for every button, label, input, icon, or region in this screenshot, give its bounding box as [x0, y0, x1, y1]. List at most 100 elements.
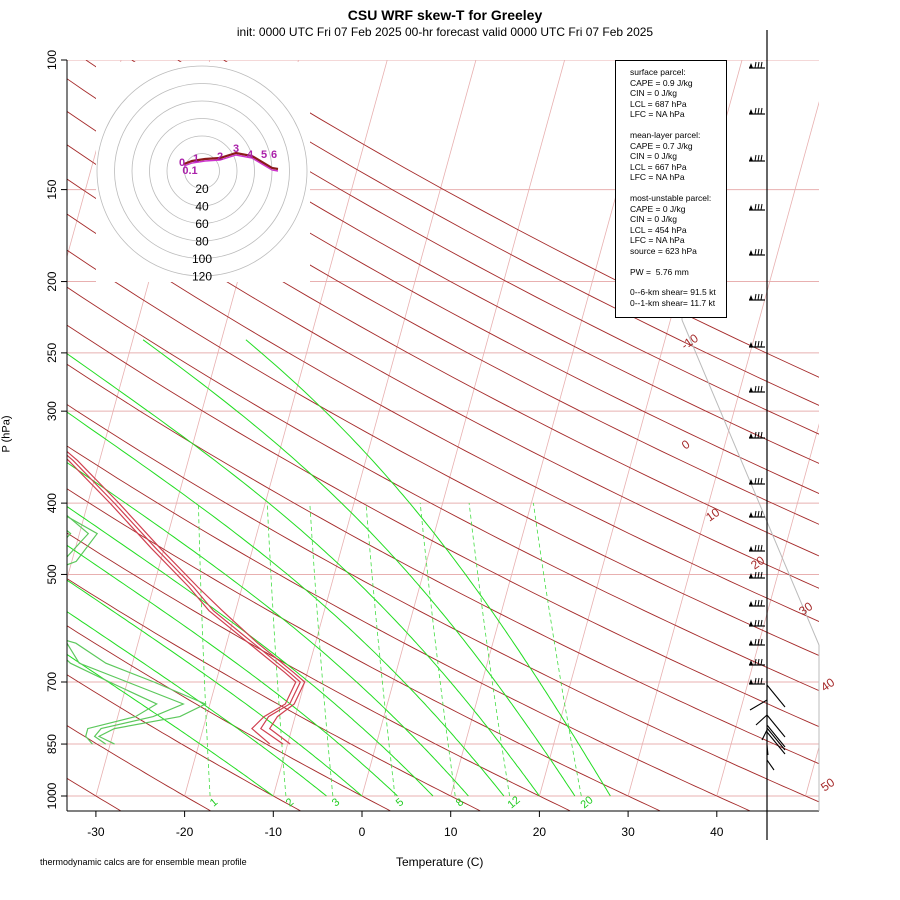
y-tick-label: 500 [45, 564, 59, 584]
moist-adiabat [67, 579, 363, 797]
x-tick-label: 20 [533, 825, 547, 839]
x-tick-label: 0 [359, 825, 366, 839]
wind-barb [749, 510, 765, 518]
wind-barb-feather [757, 477, 760, 485]
wind-barb-low [766, 744, 769, 756]
info-line: CAPE = 0 J/kg [630, 203, 686, 214]
moist-adiabat [67, 653, 274, 797]
wind-barb [749, 203, 765, 211]
wind-barb [749, 340, 765, 348]
hodograph-ring [184, 153, 220, 189]
mixing-ratio-label: 3 [330, 796, 342, 809]
chart-subtitle: init: 0000 UTC Fri 07 Feb 2025 00-hr for… [236, 25, 654, 39]
wind-barb-feather [760, 544, 763, 552]
dry-adiabat [67, 144, 819, 557]
wind-barb [749, 619, 765, 627]
wind-barb-low [766, 727, 786, 751]
x-tick-label: -20 [176, 825, 194, 839]
wind-barb [749, 385, 765, 393]
dry-adiabat [67, 286, 819, 692]
wind-barb-feather [760, 677, 763, 685]
isotherm-label: 50 [818, 775, 837, 794]
wind-barb [749, 431, 765, 439]
moist-adiabat [245, 339, 611, 797]
wind-barb-flag [749, 601, 753, 606]
dewpoint-profile-line [67, 529, 158, 745]
mixing-ratio-label: 5 [394, 796, 406, 809]
wind-barb-feather [757, 619, 760, 627]
info-line: CIN = 0 J/kg [630, 214, 678, 225]
wind-barb-feather [754, 203, 757, 211]
wind-barb-feather [757, 544, 760, 552]
dry-adiabat [131, 60, 819, 435]
y-tick-label: 250 [45, 343, 59, 363]
wind-barb [749, 61, 765, 69]
wind-barb-feather [757, 658, 760, 666]
wind-barb-feather [760, 340, 763, 348]
wind-barb-feather [760, 61, 763, 69]
wind-barb-feather [754, 248, 757, 256]
y-tick-label: 150 [45, 179, 59, 199]
dry-adiabat [67, 725, 212, 811]
wind-barb-feather [757, 61, 760, 69]
dry-adiabat [67, 445, 752, 811]
info-line: CAPE = 0.7 J/kg [630, 140, 693, 151]
info-line: LCL = 454 hPa [630, 224, 687, 235]
info-line: 0--6-km shear= 91.5 kt [630, 287, 716, 298]
hodograph-point-label: 2 [217, 151, 223, 163]
hodograph-ring-label: 60 [195, 217, 209, 231]
chart-title: CSU WRF skew-T for Greeley [347, 7, 543, 23]
wind-barb-feather [760, 477, 763, 485]
y-tick-label: 200 [45, 271, 59, 291]
footer-note: thermodynamic calcs are for ensemble mea… [40, 857, 247, 867]
isotherm-line [627, 101, 819, 797]
mixing-ratio-label: 12 [506, 794, 523, 811]
info-line: LFC = NA hPa [630, 235, 685, 246]
dry-adiabat [67, 363, 819, 765]
isotherm-line [716, 423, 819, 797]
mixing-ratio-line [198, 503, 211, 797]
isotherm-line [67, 60, 122, 259]
wind-barb-feather [754, 154, 757, 162]
y-tick-label: 400 [45, 493, 59, 513]
thermodynamic-info-box: surface parcel: CAPE = 0.9 J/kg CIN = 0 J/… [615, 60, 727, 318]
moist-adiabat [67, 505, 434, 797]
y-tick-label: 300 [45, 401, 59, 421]
info-line: CIN = 0 J/kg [630, 88, 678, 99]
hodograph-ring [96, 65, 308, 277]
temperature-profile-line [67, 458, 297, 745]
dry-adiabat [67, 110, 819, 525]
wind-barb-flag [749, 660, 753, 665]
y-tick-label: 100 [45, 50, 59, 70]
wind-barb-flag [749, 546, 753, 551]
wind-barb [749, 107, 765, 115]
wind-barb [749, 477, 765, 485]
wind-barb [749, 544, 765, 552]
dry-adiabat [67, 532, 572, 811]
wind-barb-feather [760, 203, 763, 211]
x-tick-label: 30 [621, 825, 635, 839]
wind-barb-flag [749, 63, 753, 68]
wind-barb-feather [754, 431, 757, 439]
wind-barb-feather [757, 154, 760, 162]
wind-barb-feather [754, 619, 757, 627]
wind-barb [749, 677, 765, 685]
wind-barb-flag [749, 250, 753, 255]
info-line: LFC = NA hPa [630, 109, 685, 120]
x-axis-label: Temperature (C) [396, 855, 484, 869]
mixing-ratio-line [266, 503, 287, 797]
moist-adiabat [67, 611, 327, 797]
isotherm-label: 0 [679, 437, 693, 452]
hodograph-point-label: 0 [179, 157, 185, 169]
hodograph-ring-label: 100 [192, 252, 212, 266]
wind-barb-feather [760, 638, 763, 646]
wind-barb-low [766, 714, 786, 738]
wind-barb-feather [757, 293, 760, 301]
hodograph-ring [166, 135, 238, 207]
wind-barb-low [766, 724, 786, 748]
wind-barb-feather [754, 385, 757, 393]
wind-barb-feather [757, 385, 760, 393]
moist-adiabat [67, 353, 540, 797]
dry-adiabat [67, 78, 819, 495]
